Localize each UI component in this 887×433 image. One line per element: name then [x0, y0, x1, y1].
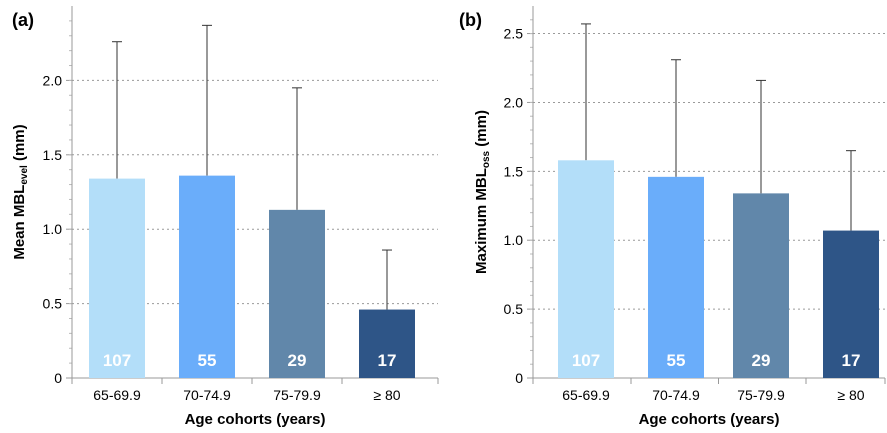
bar-n-label: 17	[842, 351, 861, 370]
panel-label: (a)	[12, 10, 34, 30]
bar-n-label: 107	[103, 351, 131, 370]
y-axis-title-main: Mean MBL	[11, 185, 28, 260]
bar-n-label: 29	[752, 351, 771, 370]
y-tick-label: 2.5	[504, 26, 524, 42]
x-tick-label: ≥ 80	[837, 387, 864, 403]
bar-n-label: 29	[288, 351, 307, 370]
bar-n-label: 55	[198, 351, 217, 370]
y-tick-label: 0	[54, 370, 62, 386]
y-tick-label: 0.5	[504, 301, 524, 317]
x-tick-label: 75-79.9	[273, 387, 321, 403]
x-tick-label: 65-69.9	[562, 387, 610, 403]
bar	[179, 175, 235, 378]
bar	[89, 178, 145, 378]
x-tick-label: ≥ 80	[373, 387, 400, 403]
y-axis-title-subscript: oss	[481, 150, 492, 168]
bar	[558, 160, 614, 378]
y-axis-title-unit: (mm)	[11, 124, 28, 165]
x-axis-title: Age cohorts (years)	[185, 411, 326, 428]
y-tick-label: 1.5	[504, 163, 524, 179]
y-axis-title-main: Maximum MBL	[473, 168, 490, 274]
x-tick-label: 70-74.9	[652, 387, 700, 403]
y-axis-title: Mean MBLevel (mm)	[11, 124, 30, 259]
x-axis-title: Age cohorts (years)	[639, 411, 780, 428]
panel-label: (b)	[459, 10, 482, 30]
y-tick-label: 0	[515, 370, 523, 386]
bar-n-label: 17	[378, 351, 397, 370]
panel-a: (a) 0 0.5 1.0 1.5 2.0 107 65-69.9 55 70-74.9 29 75-…	[11, 6, 439, 428]
y-tick-label: 1.0	[43, 221, 63, 237]
bar	[648, 176, 704, 378]
y-tick-label: 0.5	[43, 296, 63, 312]
x-tick-label: 65-69.9	[93, 387, 141, 403]
bar	[269, 209, 325, 378]
y-tick-label: 2.0	[504, 94, 524, 110]
y-tick-label: 2.0	[43, 72, 63, 88]
panel-b: (b) 0 0.5 1.0 1.5 2.0 2.5 107 65-69.9 55 70-74.9 29…	[459, 6, 886, 428]
y-axis-title: Maximum MBLoss (mm)	[473, 110, 492, 274]
y-tick-label: 1.5	[43, 147, 63, 163]
x-tick-label: 70-74.9	[183, 387, 231, 403]
bar	[359, 309, 415, 378]
y-axis-title-subscript: evel	[19, 165, 30, 185]
y-axis-title-unit: (mm)	[473, 110, 490, 151]
bar	[823, 230, 879, 378]
bar	[733, 193, 789, 378]
x-tick-label: 75-79.9	[737, 387, 785, 403]
bar-n-label: 107	[572, 351, 600, 370]
y-tick-label: 1.0	[504, 232, 524, 248]
bar-n-label: 55	[667, 351, 686, 370]
